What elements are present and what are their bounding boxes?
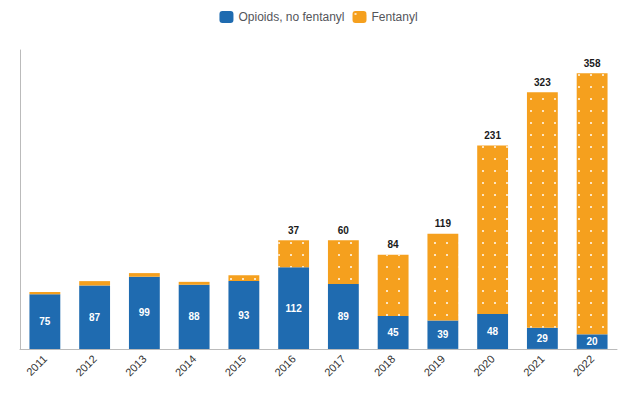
svg-text:37: 37 xyxy=(288,225,300,236)
svg-text:20: 20 xyxy=(587,336,599,347)
svg-text:2012: 2012 xyxy=(73,353,99,379)
svg-text:48: 48 xyxy=(487,326,499,337)
svg-text:Fentanyl: Fentanyl xyxy=(372,10,418,24)
svg-text:2011: 2011 xyxy=(24,353,49,378)
svg-text:99: 99 xyxy=(139,307,151,318)
svg-text:75: 75 xyxy=(39,316,51,327)
svg-text:88: 88 xyxy=(189,311,201,322)
svg-text:2013: 2013 xyxy=(123,353,149,379)
svg-text:2019: 2019 xyxy=(421,353,447,379)
svg-text:87: 87 xyxy=(89,312,101,323)
svg-text:84: 84 xyxy=(388,239,400,250)
svg-text:29: 29 xyxy=(537,333,549,344)
svg-text:60: 60 xyxy=(338,225,350,236)
svg-text:231: 231 xyxy=(484,130,501,141)
svg-text:2020: 2020 xyxy=(471,353,497,379)
svg-text:358: 358 xyxy=(584,58,601,69)
svg-text:2018: 2018 xyxy=(372,353,398,379)
svg-text:112: 112 xyxy=(286,303,303,314)
svg-text:2016: 2016 xyxy=(272,353,298,379)
svg-text:45: 45 xyxy=(388,327,400,338)
svg-text:323: 323 xyxy=(534,77,551,88)
svg-text:39: 39 xyxy=(437,329,449,340)
svg-text:2017: 2017 xyxy=(322,353,348,379)
svg-text:Opioids, no fentanyl: Opioids, no fentanyl xyxy=(238,10,344,24)
svg-text:2014: 2014 xyxy=(173,353,199,379)
svg-text:119: 119 xyxy=(435,218,452,229)
svg-text:89: 89 xyxy=(338,311,350,322)
svg-text:2021: 2021 xyxy=(521,353,547,379)
svg-text:93: 93 xyxy=(238,310,250,321)
svg-text:2022: 2022 xyxy=(571,353,597,379)
svg-text:2015: 2015 xyxy=(222,353,248,379)
